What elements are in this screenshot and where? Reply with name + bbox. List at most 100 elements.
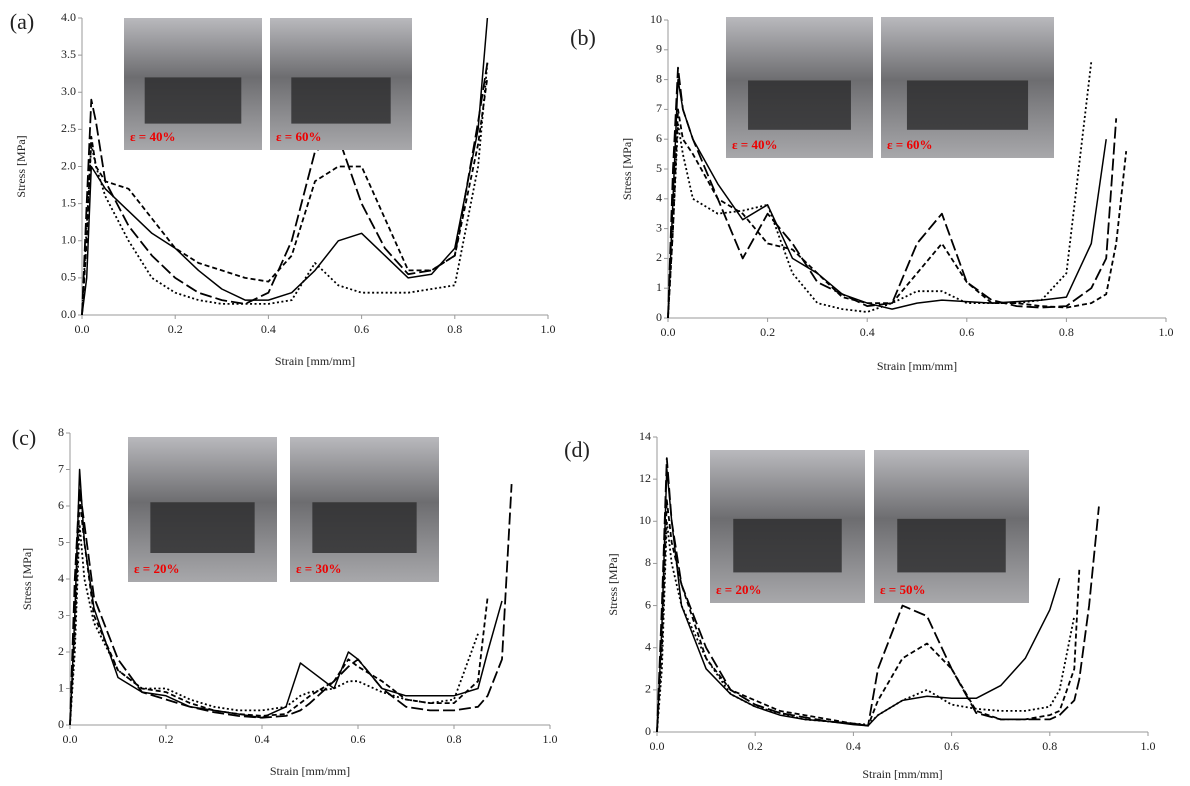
x-tick-label: 0.2	[168, 322, 183, 336]
stress-curve	[656, 457, 1100, 733]
stress-curve	[656, 499, 1081, 733]
x-tick-label: 0.6	[354, 322, 369, 336]
y-tick-label: 10	[639, 513, 651, 527]
inset-annotation: ε = 60%	[276, 129, 321, 144]
y-tick-label: 3.0	[61, 84, 76, 98]
inset-specimen	[897, 518, 1006, 573]
y-tick-label: 3.5	[61, 47, 76, 61]
panel-label: (d)	[564, 437, 590, 462]
y-tick-label: 1.5	[61, 195, 76, 209]
y-tick-label: 8	[645, 555, 651, 569]
y-tick-label: 0.5	[61, 270, 76, 284]
y-axis-title: Stress [MPa]	[20, 548, 34, 610]
inset-specimen	[733, 518, 842, 573]
y-tick-label: 7	[656, 101, 662, 115]
x-tick-label: 1.0	[1141, 739, 1156, 753]
y-tick-label: 7	[58, 461, 64, 475]
stress-curve	[69, 497, 489, 726]
y-tick-label: 10	[650, 12, 662, 26]
y-tick-label: 2.5	[61, 121, 76, 135]
stress-curve	[69, 523, 479, 726]
y-tick-label: 4	[645, 639, 651, 653]
y-tick-label: 8	[656, 71, 662, 85]
x-tick-label: 0.2	[748, 739, 763, 753]
stress-curve	[667, 108, 1128, 319]
y-tick-label: 4	[58, 571, 64, 585]
inset-specimen	[150, 502, 255, 553]
stress-curve	[81, 17, 489, 316]
stress-curve	[69, 484, 513, 726]
y-axis-title: Stress [MPa]	[606, 553, 620, 615]
y-axis-title: Stress [MPa]	[14, 135, 28, 197]
inset-specimen	[312, 502, 417, 553]
inset-specimen	[291, 77, 391, 124]
x-axis-title: Strain [mm/mm]	[270, 764, 350, 778]
x-axis-title: Strain [mm/mm]	[275, 354, 355, 368]
y-tick-label: 0	[58, 717, 64, 731]
inset-specimen	[906, 80, 1029, 130]
y-tick-label: 8	[58, 425, 64, 439]
y-tick-label: 4	[656, 191, 662, 205]
y-tick-label: 0	[656, 310, 662, 324]
y-tick-label: 1	[58, 680, 64, 694]
panel-label: (b)	[570, 25, 596, 50]
x-tick-label: 0.0	[75, 322, 90, 336]
x-tick-label: 0.0	[63, 732, 78, 746]
y-tick-label: 1.0	[61, 233, 76, 247]
y-tick-label: 5	[656, 161, 662, 175]
y-tick-label: 2	[58, 644, 64, 658]
x-tick-label: 0.0	[650, 739, 665, 753]
stress-curve	[667, 66, 1118, 319]
inset-specimen	[144, 77, 242, 124]
x-axis-title: Strain [mm/mm]	[877, 359, 957, 373]
x-tick-label: 0.4	[255, 732, 270, 746]
y-tick-label: 2	[645, 682, 651, 696]
x-axis-title: Strain [mm/mm]	[862, 767, 942, 781]
x-tick-label: 0.4	[261, 322, 276, 336]
stress-curve	[81, 62, 489, 316]
panel-label: (a)	[10, 9, 34, 34]
x-tick-label: 1.0	[1159, 325, 1174, 339]
x-tick-label: 0.8	[447, 322, 462, 336]
x-tick-label: 0.4	[860, 325, 875, 339]
y-tick-label: 4.0	[61, 10, 76, 24]
x-tick-label: 0.6	[351, 732, 366, 746]
inset-annotation: ε = 40%	[732, 137, 777, 152]
y-tick-label: 6	[645, 597, 651, 611]
x-tick-label: 0.2	[760, 325, 775, 339]
y-tick-label: 2	[656, 250, 662, 264]
x-tick-label: 0.8	[1059, 325, 1074, 339]
y-tick-label: 6	[656, 131, 662, 145]
inset-specimen	[748, 80, 851, 130]
y-tick-label: 1	[656, 280, 662, 294]
x-tick-label: 0.8	[447, 732, 462, 746]
y-tick-label: 3	[656, 220, 662, 234]
x-tick-label: 0.6	[959, 325, 974, 339]
inset-annotation: ε = 60%	[887, 137, 932, 152]
y-tick-label: 14	[639, 429, 651, 443]
panel-label: (c)	[12, 425, 36, 450]
stress-curve	[81, 77, 489, 316]
y-tick-label: 2.0	[61, 158, 76, 172]
y-tick-label: 9	[656, 42, 662, 56]
x-tick-label: 0.0	[661, 325, 676, 339]
x-tick-label: 0.6	[944, 739, 959, 753]
inset-annotation: ε = 40%	[130, 129, 175, 144]
x-tick-label: 1.0	[543, 732, 558, 746]
stress-curve	[667, 61, 1093, 319]
inset-annotation: ε = 30%	[296, 561, 341, 576]
y-tick-label: 0.0	[61, 307, 76, 321]
y-tick-label: 0	[645, 724, 651, 738]
x-tick-label: 0.4	[846, 739, 861, 753]
y-tick-label: 5	[58, 534, 64, 548]
x-tick-label: 0.2	[159, 732, 174, 746]
y-tick-label: 3	[58, 607, 64, 621]
inset-annotation: ε = 20%	[716, 582, 761, 597]
inset-annotation: ε = 20%	[134, 561, 179, 576]
y-axis-title: Stress [MPa]	[620, 138, 634, 200]
inset-annotation: ε = 50%	[880, 582, 925, 597]
y-tick-label: 12	[639, 471, 651, 485]
x-tick-label: 0.8	[1042, 739, 1057, 753]
y-tick-label: 6	[58, 498, 64, 512]
